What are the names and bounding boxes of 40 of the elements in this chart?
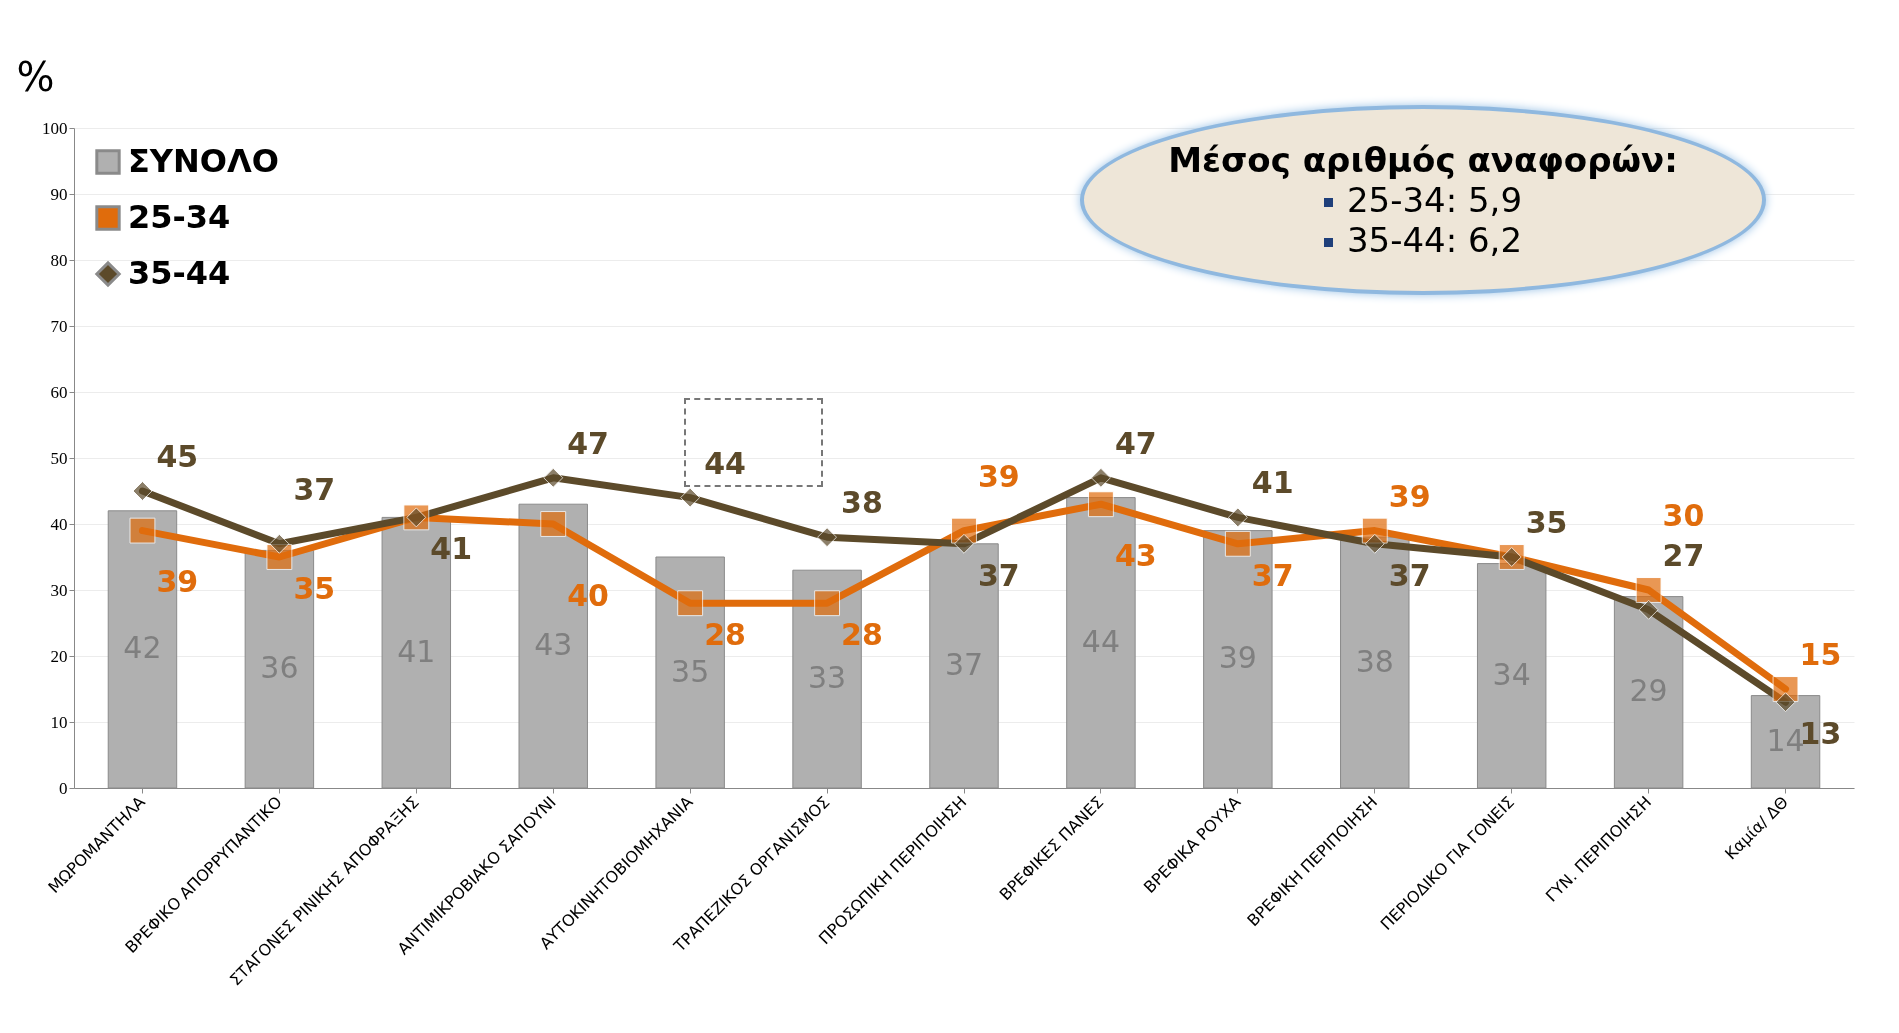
data-label: 39 bbox=[1388, 478, 1431, 514]
data-label: 37 bbox=[1251, 557, 1294, 593]
data-label: 39 bbox=[978, 458, 1020, 494]
data-label: 15 bbox=[1799, 637, 1842, 672]
annotation: Μέσος αριθμός αναφορών: bbox=[1168, 140, 1678, 180]
data-label: 38 bbox=[841, 485, 883, 521]
data-label: 28 bbox=[841, 617, 883, 653]
data-label: 40 bbox=[567, 577, 609, 613]
annotation: 35-44: 6,2 bbox=[1323, 220, 1523, 260]
data-label: 43 bbox=[1114, 538, 1157, 573]
y-tick-label: 80 bbox=[50, 250, 68, 270]
y-tick-label: 40 bbox=[50, 514, 68, 534]
y-tick-label: 100 bbox=[42, 118, 68, 138]
data-label: 41 bbox=[1251, 465, 1294, 501]
annotation: 25-34: 5,9 bbox=[1323, 180, 1523, 220]
data-label: 35 bbox=[1525, 505, 1568, 540]
data-label: 35 bbox=[293, 571, 336, 606]
y-tick-label: 0 bbox=[59, 778, 68, 798]
data-label: 45 bbox=[156, 439, 199, 474]
data-label: 27 bbox=[1662, 538, 1705, 573]
data-label: 37 bbox=[978, 557, 1020, 593]
y-tick-label: 10 bbox=[50, 712, 68, 732]
legend-label: 35-44 bbox=[128, 254, 231, 292]
data-label: 44 bbox=[704, 445, 746, 481]
y-tick-label: 50 bbox=[50, 448, 68, 468]
y-tick-label: 70 bbox=[50, 316, 68, 336]
y-tick-label: 90 bbox=[50, 184, 68, 204]
data-label: 47 bbox=[567, 425, 609, 461]
y-tick-label: 30 bbox=[50, 580, 68, 600]
y-axis-title: % bbox=[16, 53, 55, 100]
y-tick-label: 60 bbox=[50, 382, 68, 402]
legend-label: ΣΥΝΟΛΟ bbox=[128, 142, 279, 180]
data-label: 39 bbox=[156, 564, 199, 600]
y-tick-label: 20 bbox=[50, 646, 68, 666]
data-label: 37 bbox=[1388, 557, 1431, 593]
legend-label: 25-34 bbox=[128, 198, 231, 236]
data-label: 47 bbox=[1114, 425, 1157, 461]
data-label: 30 bbox=[1662, 498, 1705, 534]
data-label: 28 bbox=[704, 617, 746, 653]
data-label: 37 bbox=[293, 472, 336, 507]
